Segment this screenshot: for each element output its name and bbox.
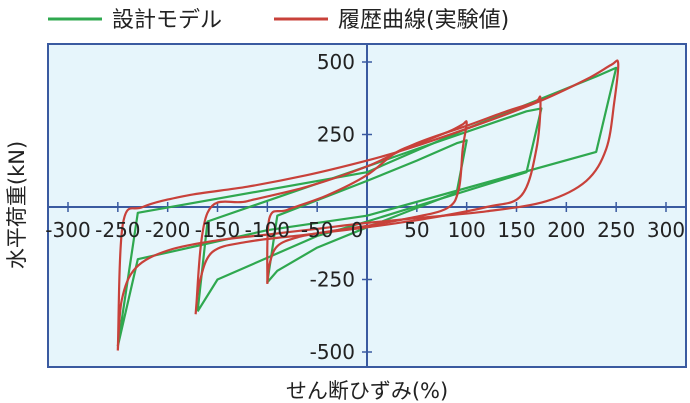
legend-label-design-model: 設計モデル [112,8,222,33]
legend-label-hysteresis-curve: 履歴曲線(実験値) [338,8,509,33]
x-tick-label: 250 [597,218,635,242]
y-tick-label: -250 [310,268,355,292]
hysteresis-curve-loop-3 [116,59,620,351]
y-tick-label: 500 [317,50,355,74]
series-layer [116,59,620,351]
x-axis-title: せん断ひずみ(%) [286,379,448,403]
hysteresis-curve-loop-1 [266,120,468,285]
y-axis-title: 水平荷重(kN) [5,141,29,269]
y-tick-label: -500 [310,340,355,364]
x-tick-label: 100 [448,218,486,242]
legend: 設計モデル 履歴曲線(実験値) [48,8,509,33]
x-tick-label: 300 [647,218,685,242]
axes [48,44,686,367]
x-tick-label: 50 [404,218,429,242]
x-tick-label: -250 [95,218,140,242]
x-tick-label: -100 [245,218,290,242]
design-model-loop-1 [266,139,468,284]
x-tick-label: -200 [145,218,190,242]
hysteresis-curve-loop-2 [194,95,542,315]
y-tick-label: 250 [317,123,355,147]
x-tick-label: 150 [497,218,535,242]
x-tick-label: 0 [351,218,364,242]
x-tick-label: 200 [547,218,585,242]
x-tick-label: -300 [45,218,90,242]
x-tick-label: -150 [195,218,240,242]
tick-labels: -300 -250 -200 -150 -100 -50 0 50 100 150 200 250 30… [45,50,685,364]
x-tick-label: -50 [301,218,334,242]
